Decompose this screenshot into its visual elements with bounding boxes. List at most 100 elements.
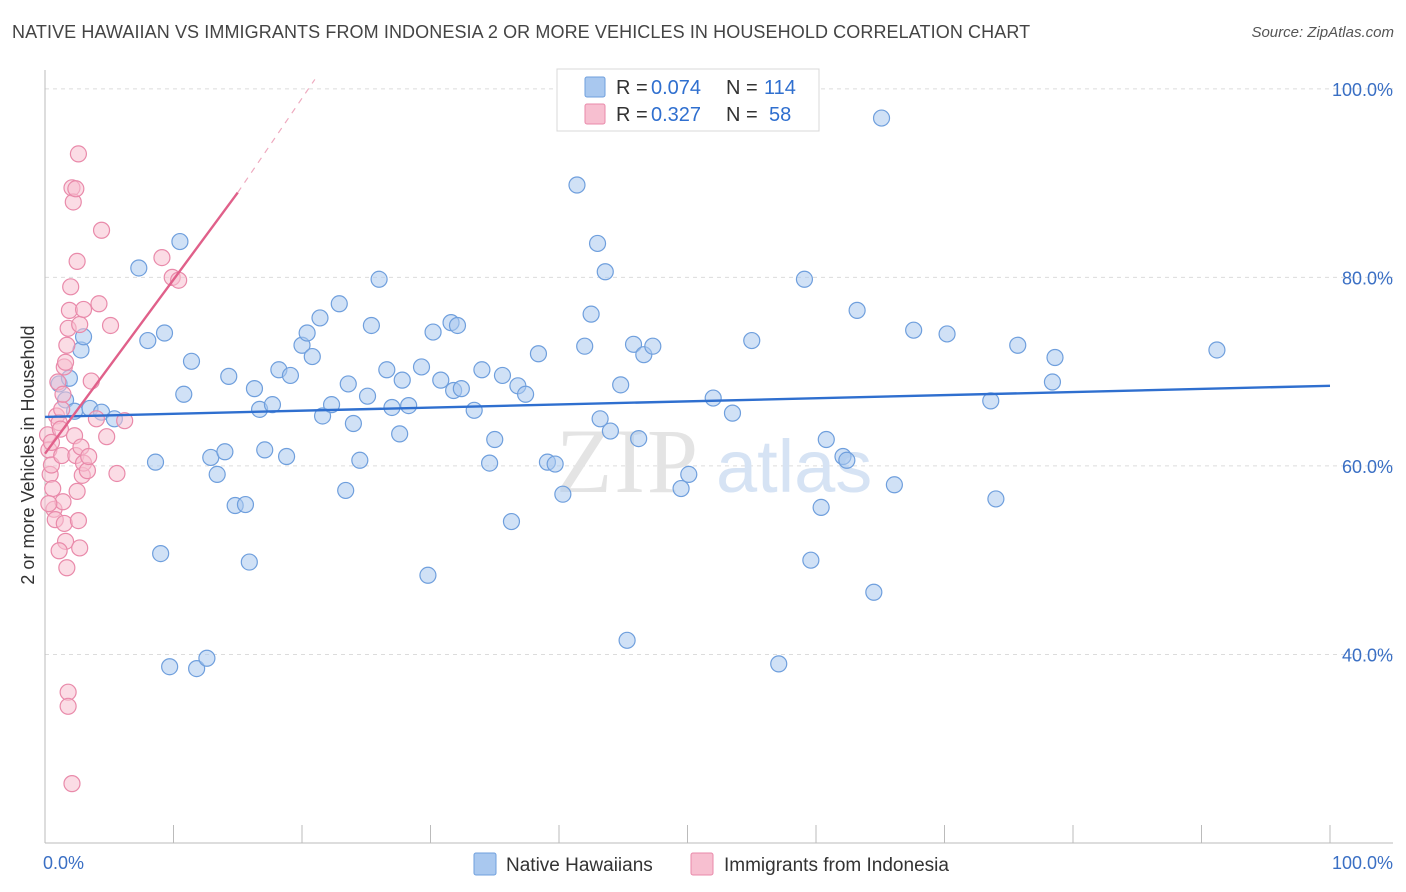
point-native-hawaiians [723,404,742,422]
point-immigrants-from-indonesia [40,495,58,513]
point-native-hawaiians [322,396,341,414]
point-native-hawaiians [358,387,377,405]
series-native-hawaiians [50,109,1226,678]
bottom-legend-swatch-blue [473,852,497,876]
point-native-hawaiians [516,385,535,403]
legend-r-label: R = [616,77,648,99]
point-native-hawaiians [865,583,883,601]
point-native-hawaiians [465,401,483,419]
legend-r-value: 0.074 [651,77,701,99]
point-immigrants-from-indonesia [116,412,134,430]
point-native-hawaiians [812,498,830,517]
point-immigrants-from-indonesia [44,479,62,498]
point-immigrants-from-indonesia [50,542,68,560]
point-native-hawaiians [672,479,690,498]
point-native-hawaiians [424,323,442,341]
point-native-hawaiians [188,660,206,678]
point-native-hawaiians [161,658,179,676]
point-native-hawaiians [139,331,157,350]
point-native-hawaiians [240,553,258,571]
point-native-hawaiians [905,321,923,339]
point-immigrants-from-indonesia [80,447,98,466]
point-native-hawaiians [245,380,264,398]
point-native-hawaiians [680,465,698,484]
point-native-hawaiians [704,389,722,407]
point-native-hawaiians [198,649,216,667]
watermark-zip: ZIP [556,410,700,512]
point-immigrants-from-indonesia [69,145,88,163]
point-immigrants-from-indonesia [69,512,88,530]
point-immigrants-from-indonesia [58,336,76,354]
point-native-hawaiians [481,454,499,472]
chart-source: Source: ZipAtlas.com [1251,24,1394,41]
point-native-hawaiians [351,451,369,469]
point-native-hawaiians [493,366,512,385]
point-immigrants-from-indonesia [67,180,85,198]
point-immigrants-from-indonesia [90,295,108,313]
point-native-hawaiians [546,455,564,473]
x-tick-label: 0.0% [43,853,84,873]
point-native-hawaiians [391,425,409,443]
point-immigrants-from-indonesia [68,482,86,500]
legend-n-label: N = [726,77,758,99]
point-native-hawaiians [502,512,521,531]
series-legend: Native Hawaiians Immigrants from Indones… [473,852,949,876]
bottom-legend-swatch-pink [690,852,714,876]
point-native-hawaiians [473,361,491,379]
point-immigrants-from-indonesia [74,300,93,319]
point-native-hawaiians [171,232,189,251]
point-native-hawaiians [576,337,594,355]
point-native-hawaiians [452,380,470,398]
point-native-hawaiians [885,476,903,494]
point-native-hawaiians [313,407,332,425]
trend-line-immigrants-from-indonesia [44,191,239,455]
point-immigrants-from-indonesia [68,252,86,270]
point-immigrants-from-indonesia [54,385,72,403]
bottom-legend-label: Immigrants from Indonesia [724,855,949,876]
point-immigrants-from-indonesia [101,316,120,335]
stats-legend: R = 0.074 N = 114 R = 0.327 N = 58 [556,68,820,132]
point-native-hawaiians [1208,341,1226,359]
y-tick-label: 80.0% [1342,268,1393,288]
point-native-hawaiians [182,352,201,370]
point-immigrants-from-indonesia [59,697,77,715]
point-native-hawaiians [848,301,866,319]
point-native-hawaiians [644,337,662,355]
point-native-hawaiians [743,331,761,350]
point-immigrants-from-indonesia [53,400,71,418]
point-native-hawaiians [486,430,504,449]
point-immigrants-from-indonesia [153,248,171,267]
point-native-hawaiians [256,441,274,459]
point-immigrants-from-indonesia [78,462,97,480]
point-immigrants-from-indonesia [55,514,73,533]
point-native-hawaiians [400,396,418,415]
point-native-hawaiians [1043,373,1062,391]
point-native-hawaiians [1046,348,1064,367]
point-native-hawaiians [281,366,300,385]
point-native-hawaiians [802,551,820,569]
point-immigrants-from-indonesia [63,775,81,793]
y-tick-label: 40.0% [1342,645,1393,665]
point-native-hawaiians [216,443,234,461]
point-immigrants-from-indonesia [51,420,70,438]
legend-n-value: 58 [769,104,791,126]
legend-n-value: 114 [764,77,796,99]
legend-swatch-pink [584,103,606,125]
point-native-hawaiians [277,447,296,466]
point-native-hawaiians [872,109,891,127]
trend-line-extension [237,79,316,193]
point-native-hawaiians [220,367,238,385]
point-native-hawaiians [339,375,357,393]
point-native-hawaiians [596,263,614,281]
trend-lines [44,79,1331,455]
point-native-hawaiians [529,345,548,363]
point-native-hawaiians [591,410,609,428]
point-native-hawaiians [432,371,450,389]
point-native-hawaiians [795,270,814,288]
legend-r-label: R = [616,104,648,126]
point-immigrants-from-indonesia [62,278,80,296]
gridlines [45,88,1393,655]
point-native-hawaiians [601,422,620,440]
point-native-hawaiians [236,495,255,514]
